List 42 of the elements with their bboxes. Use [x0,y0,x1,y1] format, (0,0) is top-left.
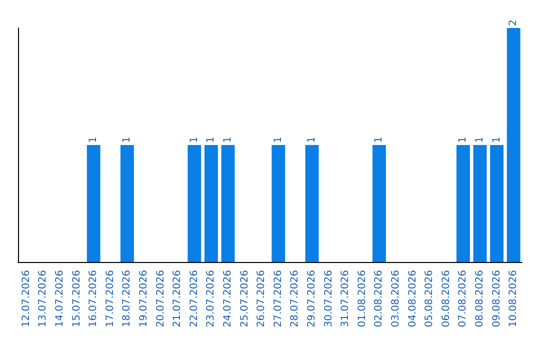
data-label: 1 [206,136,217,143]
x-tick-label: 22.07.2026 [188,270,200,328]
x-tick-label: 19.07.2026 [138,270,150,328]
x-tick-label: 08.08.2026 [474,270,486,328]
x-tick-label: 06.08.2026 [440,270,452,328]
x-tick-label: 26.07.2026 [256,270,268,328]
data-label: 1 [491,136,502,143]
data-label: 1 [188,136,200,143]
x-tick-label: 29.07.2026 [306,270,318,328]
data-label: 1 [222,136,234,143]
x-tick-label: 04.08.2026 [407,270,418,328]
x-tick-label: 16.07.2026 [88,270,100,328]
x-tick-label: 02.08.2026 [374,270,385,328]
x-tick-label: 03.08.2026 [390,270,402,328]
x-tick-label: 05.08.2026 [424,270,436,328]
x-tick-label: 17.07.2026 [104,270,116,328]
data-label: 1 [474,136,486,143]
x-tick-label: 27.07.2026 [272,270,284,328]
data-label: 1 [88,136,100,143]
x-tick-label: 07.08.2026 [458,270,469,328]
x-tick-label: 31.07.2026 [340,270,352,328]
x-tick-label: 20.07.2026 [155,270,166,328]
x-tick-label: 30.07.2026 [323,270,334,328]
x-tick-label: 18.07.2026 [122,270,133,328]
x-tick-label: 14.07.2026 [54,270,66,328]
x-tick-label: 10.08.2026 [508,270,520,328]
x-tick-label: 13.07.2026 [38,270,49,328]
x-tick-label: 12.07.2026 [20,270,32,328]
x-tick-label: 23.07.2026 [206,270,217,328]
data-label: 1 [272,136,284,143]
x-tick-label: 01.08.2026 [356,270,368,328]
x-tick-label: 25.07.2026 [239,270,250,328]
data-label: 1 [122,136,133,143]
x-tick-label: 21.07.2026 [172,270,184,328]
x-tick-label: 09.08.2026 [491,270,502,328]
x-tick-label: 28.07.2026 [290,270,301,328]
x-tick-label: 15.07.2026 [71,270,82,328]
data-label: 1 [306,136,318,143]
data-label: 2 [508,20,520,26]
x-tick-label: 24.07.2026 [222,270,234,328]
data-label: 1 [374,136,385,143]
data-label: 1 [458,136,469,143]
